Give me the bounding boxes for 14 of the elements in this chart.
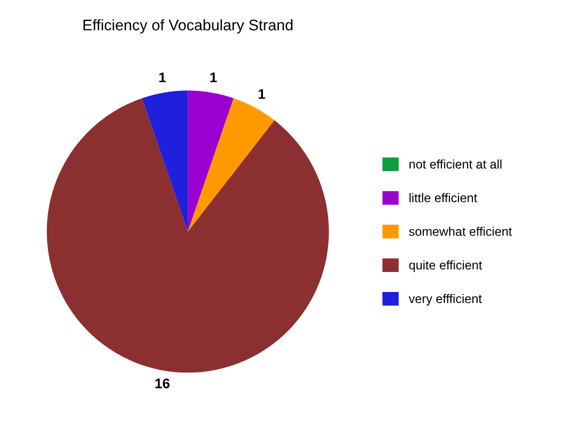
pie-slice [188,98,274,232]
data-label: 1 [258,89,266,99]
pie-slice [46,98,329,373]
legend-label: somewhat efficient [409,226,512,236]
legend-label: quite efficient [409,260,482,272]
chart-title: Efficiency of Vocabulary Strand [84,19,292,34]
legend-label: not efficient at all [410,159,502,169]
data-label: 16 [155,378,170,388]
pie-slice [142,90,188,232]
data-label: 1 [210,72,217,82]
pie-slice [188,90,234,232]
legend-label: very effficient [408,294,482,306]
data-label: 1 [159,72,166,82]
legend-label: little efficient [410,193,478,202]
